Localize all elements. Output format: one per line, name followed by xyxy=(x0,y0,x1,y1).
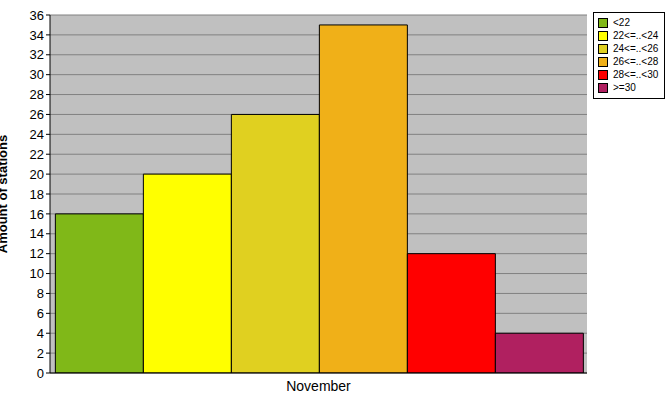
svg-text:26: 26 xyxy=(30,107,44,122)
svg-text:10: 10 xyxy=(30,266,44,281)
svg-text:36: 36 xyxy=(30,8,44,23)
svg-text:November: November xyxy=(286,378,351,394)
svg-text:32: 32 xyxy=(30,47,44,62)
svg-text:0: 0 xyxy=(37,366,44,381)
svg-text:34: 34 xyxy=(30,28,44,43)
svg-text:4: 4 xyxy=(37,326,44,341)
svg-text:20: 20 xyxy=(30,167,44,182)
html-text:>=30: >=30 xyxy=(613,82,636,93)
svg-text:18: 18 xyxy=(30,187,44,202)
svg-text:14: 14 xyxy=(30,226,44,241)
svg-text:30: 30 xyxy=(30,67,44,82)
svg-text:24: 24 xyxy=(30,127,44,142)
svg-text:16: 16 xyxy=(30,207,44,222)
html-text:22<=..<24: 22<=..<24 xyxy=(613,30,659,41)
svg-text:2: 2 xyxy=(37,346,44,361)
svg-text:Amount of stations: Amount of stations xyxy=(8,135,10,253)
html-text:<22: <22 xyxy=(613,17,630,28)
svg-text:22: 22 xyxy=(30,147,44,162)
html-text:26<=..<28: 26<=..<28 xyxy=(613,56,659,67)
svg-text:6: 6 xyxy=(37,306,44,321)
html-text:24<=..<26: 24<=..<26 xyxy=(613,43,659,54)
svg-text:28: 28 xyxy=(30,87,44,102)
svg-text:8: 8 xyxy=(37,286,44,301)
svg-text:12: 12 xyxy=(30,246,44,261)
html-text:28<=..<30: 28<=..<30 xyxy=(613,69,659,80)
